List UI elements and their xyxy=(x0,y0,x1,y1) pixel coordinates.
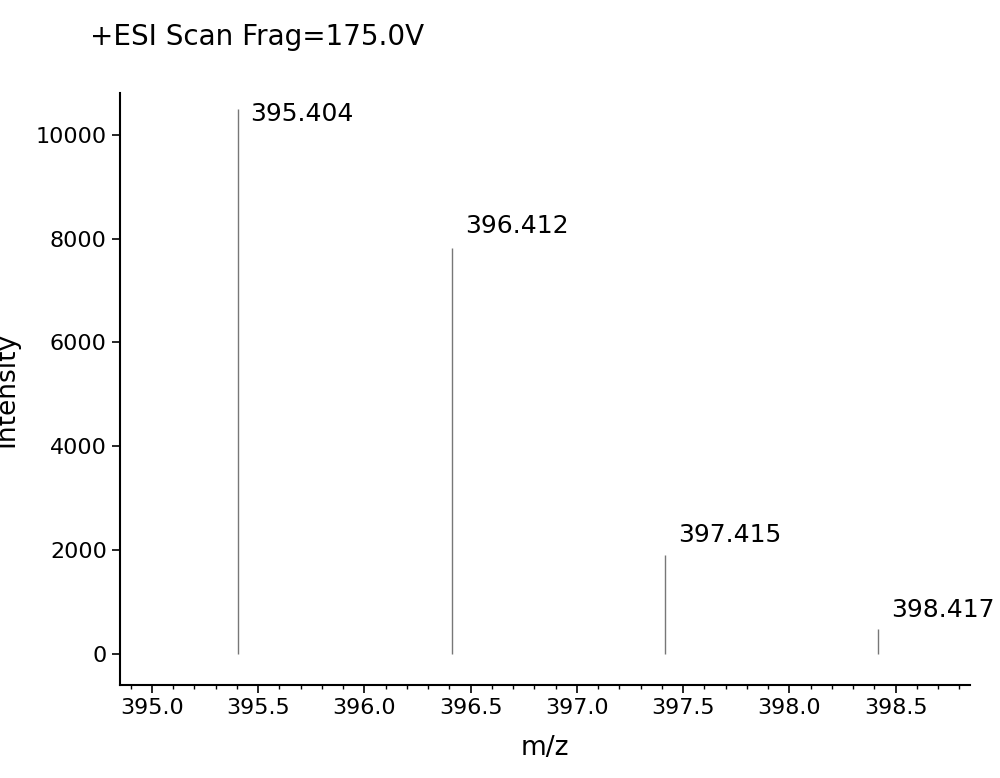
Y-axis label: Intensity: Intensity xyxy=(0,331,19,447)
Text: 397.415: 397.415 xyxy=(678,523,781,547)
Text: +ESI Scan Frag=175.0V: +ESI Scan Frag=175.0V xyxy=(90,23,424,51)
Text: 395.404: 395.404 xyxy=(250,101,354,125)
X-axis label: m/z: m/z xyxy=(521,734,569,761)
Text: 396.412: 396.412 xyxy=(465,213,568,237)
Text: 398.417: 398.417 xyxy=(891,598,994,622)
